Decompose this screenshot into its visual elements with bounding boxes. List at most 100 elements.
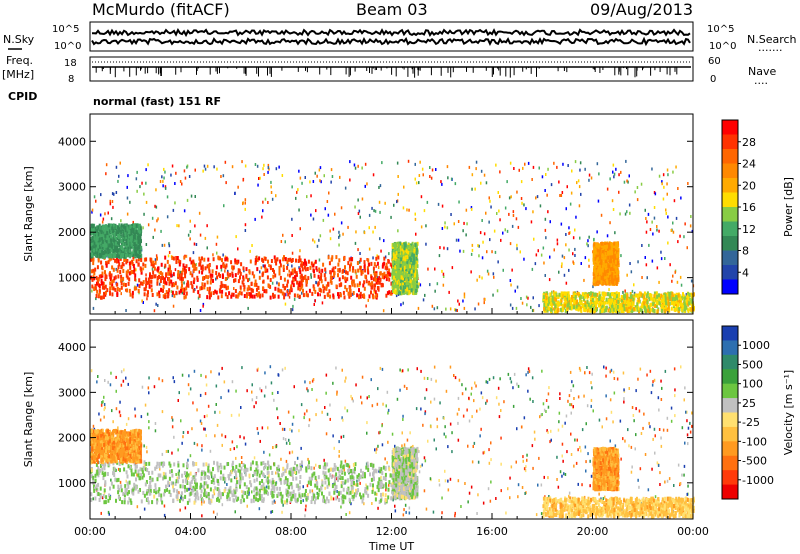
echo-cell (215, 277, 217, 281)
echo-cell (396, 265, 399, 270)
echo-cell (145, 277, 148, 282)
echo-cell (190, 194, 193, 198)
echo-cell (286, 260, 289, 265)
echo-cell (164, 186, 167, 190)
echo-cell (178, 290, 181, 295)
echo-cell (127, 281, 130, 286)
echo-cell (402, 288, 405, 293)
echo-cell (532, 308, 535, 312)
echo-cell (375, 272, 378, 277)
echo-cell (477, 302, 480, 306)
echo-cell (621, 296, 624, 301)
echo-cell (340, 206, 343, 210)
echo-cell (391, 280, 394, 285)
echo-cell (547, 298, 550, 303)
echo-cell (110, 254, 113, 259)
echo-cell (553, 296, 556, 301)
echo-cell (641, 304, 644, 309)
echo-cell (457, 238, 460, 242)
echo-cell (103, 224, 106, 229)
echo-cell (130, 251, 133, 256)
echo-cell (403, 267, 406, 272)
echo-cell (92, 230, 95, 235)
echo-cell (620, 295, 623, 299)
echo-cell (370, 276, 373, 281)
echo-cell (417, 285, 420, 289)
echo-cell (242, 178, 244, 182)
echo-cell (258, 275, 261, 280)
echo-cell (93, 195, 96, 199)
echo-cell (212, 257, 215, 262)
echo-cell (645, 230, 648, 234)
echo-cell (114, 275, 117, 280)
echo-cell (446, 165, 449, 169)
echo-cell (640, 182, 643, 186)
echo-cell (344, 265, 346, 270)
echo-cell (329, 275, 332, 280)
echo-cell (348, 287, 351, 292)
echo-cell (610, 300, 613, 305)
echo-cell (544, 228, 547, 232)
echo-cell (267, 163, 270, 167)
echo-cell (298, 294, 301, 299)
echo-cell (167, 267, 170, 272)
echo-cell (542, 246, 545, 250)
echo-cell (161, 243, 164, 247)
echo-cell (333, 273, 336, 278)
echo-cell (101, 271, 104, 276)
echo-cell (328, 191, 330, 195)
echo-cell (641, 244, 643, 247)
echo-cell (313, 303, 315, 306)
echo-cell (646, 308, 649, 313)
echo-cell (477, 244, 479, 248)
echo-cell (623, 299, 626, 304)
echo-cell (402, 206, 405, 210)
echo-cell (201, 270, 204, 275)
echo-cell (128, 261, 131, 266)
echo-cell (656, 301, 658, 306)
echo-cell (541, 175, 544, 179)
echo-cell (534, 262, 537, 266)
echo-cell (224, 255, 227, 259)
echo-cell (179, 276, 182, 281)
echo-cell (198, 293, 201, 298)
echo-cell (98, 292, 101, 297)
echo-cell (597, 199, 600, 203)
echo-cell (649, 293, 652, 297)
echo-cell (189, 257, 192, 262)
echo-cell (326, 200, 329, 203)
echo-cell (596, 162, 599, 166)
echo-cell (679, 234, 681, 238)
echo-cell (182, 287, 185, 292)
echo-cell (511, 224, 514, 228)
echo-cell (381, 161, 383, 165)
echo-cell (369, 282, 372, 287)
echo-cell (132, 229, 135, 234)
echo-cell (218, 272, 220, 277)
echo-cell (128, 277, 131, 282)
echo-cell (685, 305, 688, 310)
echo-cell (135, 268, 137, 272)
freq-traces (92, 61, 691, 78)
echo-cell (271, 281, 274, 285)
echo-cell (409, 285, 412, 290)
echo-cell (687, 296, 690, 301)
echo-cell (397, 278, 400, 283)
echo-cell (637, 306, 640, 311)
echo-cell (211, 269, 214, 274)
echo-cell (123, 254, 126, 259)
echo-cell (312, 217, 315, 221)
echo-cell (625, 159, 627, 163)
echo-cell (680, 283, 683, 287)
echo-cell (362, 293, 365, 298)
echo-cell (489, 238, 491, 242)
echo-cell (95, 297, 97, 301)
echo-cell (192, 268, 195, 273)
echo-cell (111, 292, 114, 297)
echo-cell (162, 279, 165, 284)
echo-cell (406, 277, 409, 282)
echo-cell (564, 308, 567, 313)
echo-cell (340, 282, 343, 287)
echo-cell (166, 215, 169, 219)
echo-cell (393, 290, 396, 294)
